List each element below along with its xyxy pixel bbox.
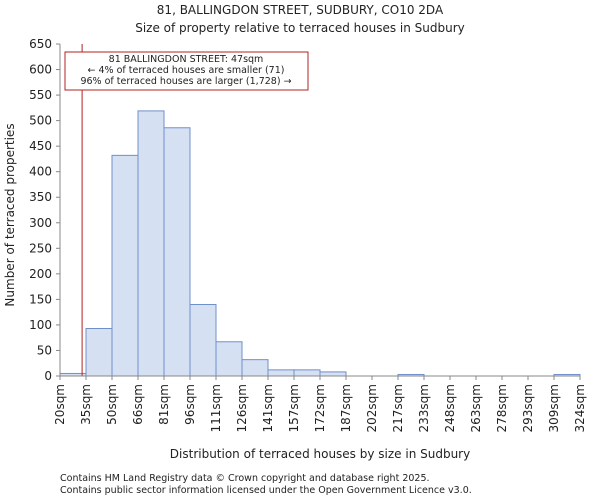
x-tick-label: 217sqm (391, 384, 405, 432)
y-axis-ticks: 0 50 100 150 200 250 300 350 400 450 500 550 600 650 (29, 37, 60, 383)
bar-111sqm (215, 341, 243, 377)
x-tick-label: 81sqm (157, 384, 171, 425)
bar-172sqm (319, 371, 347, 377)
x-tick-label: 35sqm (79, 384, 93, 425)
y-tick-label: 400 (29, 165, 52, 179)
y-axis-label: Number of terraced properties (3, 123, 17, 306)
bars-group (59, 110, 581, 377)
y-tick-label: 100 (29, 318, 52, 332)
y-tick-label: 550 (29, 88, 52, 102)
bar-66sqm (137, 110, 165, 377)
y-tick-label: 150 (29, 292, 52, 306)
annotation-frame (64, 51, 309, 91)
y-tick-label: 250 (29, 241, 52, 255)
x-tick-label: 202sqm (365, 384, 379, 432)
annotation-line-3: 96% of terraced houses are larger (1,728… (80, 76, 291, 87)
y-tick-label: 650 (29, 37, 52, 51)
annotation-line-1: 81 BALLINGDON STREET: 47sqm (109, 54, 264, 65)
y-tick-label: 600 (29, 63, 52, 77)
bar-50sqm (111, 154, 139, 377)
x-tick-label: 187sqm (339, 384, 353, 432)
x-tick-label: 50sqm (105, 384, 119, 425)
chart-title: 81, BALLINGDON STREET, SUDBURY, CO10 2DA (157, 3, 444, 17)
x-tick-label: 20sqm (53, 384, 67, 425)
x-tick-label: 157sqm (287, 384, 301, 432)
y-tick-label: 500 (29, 114, 52, 128)
bar-141sqm (267, 369, 295, 377)
x-tick-label: 278sqm (495, 384, 509, 432)
chart-subtitle: Size of property relative to terraced ho… (135, 21, 465, 35)
y-tick-label: 450 (29, 139, 52, 153)
bar-126sqm (241, 359, 269, 377)
y-tick-label: 50 (37, 343, 52, 357)
x-tick-label: 248sqm (443, 384, 457, 432)
y-tick-label: 0 (44, 369, 52, 383)
footer-line-1: Contains HM Land Registry data © Crown c… (60, 473, 430, 484)
x-tick-label: 111sqm (209, 384, 223, 432)
x-axis-label: Distribution of terraced houses by size … (170, 447, 470, 461)
bar-35sqm (85, 327, 113, 377)
bar-96sqm (189, 303, 217, 377)
x-tick-label: 126sqm (235, 384, 249, 432)
y-tick-label: 200 (29, 267, 52, 281)
x-tick-label: 141sqm (261, 384, 275, 432)
bar-81sqm (163, 127, 191, 377)
y-tick-label: 350 (29, 190, 52, 204)
x-tick-label: 172sqm (313, 384, 327, 432)
bar-157sqm (293, 369, 321, 377)
x-tick-label: 293sqm (521, 384, 535, 432)
x-tick-label: 96sqm (183, 384, 197, 425)
footer-line-2: Contains public sector information licen… (60, 485, 472, 496)
annotation-line-2: ← 4% of terraced houses are smaller (71) (88, 65, 285, 76)
x-tick-label: 263sqm (469, 384, 483, 432)
x-axis-ticks: 20sqm 35sqm 50sqm 66sqm 81sqm 96sqm 111sqm 126s… (53, 376, 587, 432)
y-tick-label: 300 (29, 216, 52, 230)
x-tick-label: 233sqm (417, 384, 431, 432)
x-tick-label: 324sqm (573, 384, 587, 432)
annotation-box: 81 BALLINGDON STREET: 47sqm ← 4% of terr… (64, 51, 309, 91)
x-tick-label: 309sqm (547, 384, 561, 432)
x-tick-label: 66sqm (131, 384, 145, 425)
